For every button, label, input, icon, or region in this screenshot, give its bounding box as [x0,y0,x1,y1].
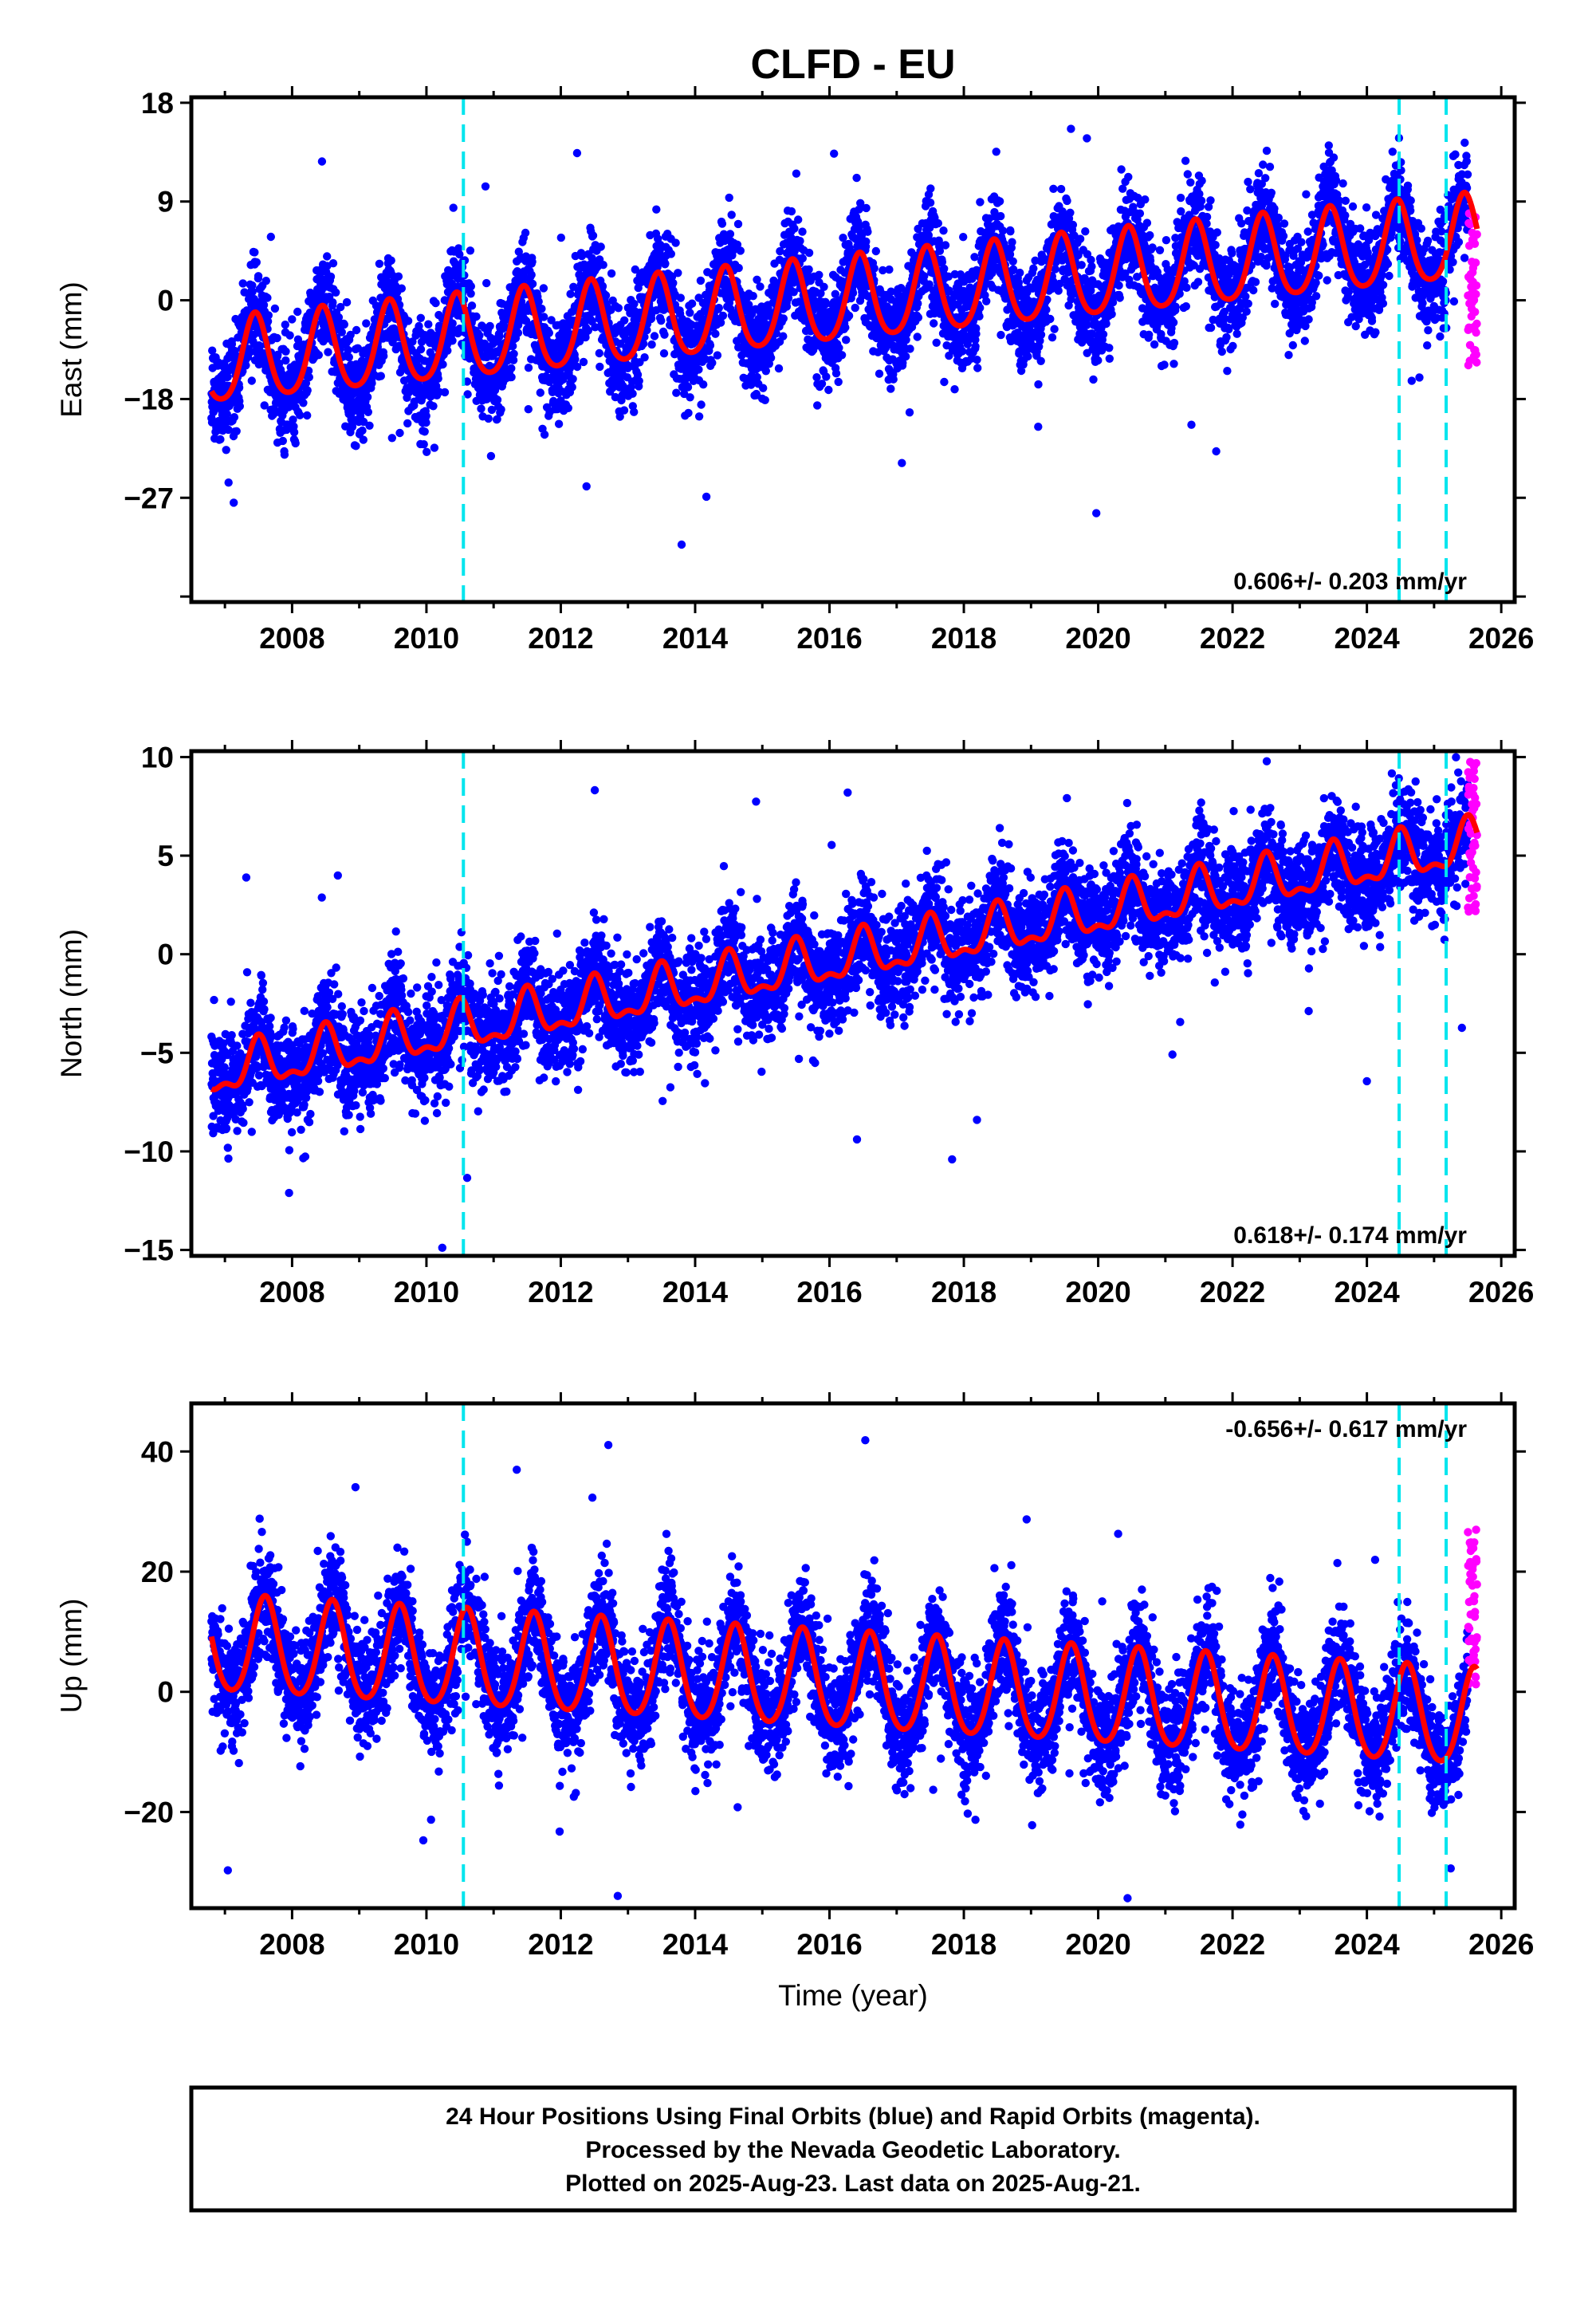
y-tick-label: 20 [141,1556,174,1588]
y-tick-label: −18 [124,383,174,415]
y-axis-label: North (mm) [55,929,88,1078]
panel-north: 2008 2010 2012 2014 2016 2018 2020 2022 2024 2026… [55,659,1534,1309]
velocity-label: -0.656+/- 0.617 mm/yr [1225,1416,1467,1442]
panel-frame [191,97,1515,602]
chart-title: CLFD - EU [750,41,955,88]
x-tick-label: 2026 [1468,622,1534,655]
x-tick-label: 2022 [1200,622,1265,655]
y-axis-label: East (mm) [55,281,88,418]
y-tick-label: −10 [124,1135,174,1168]
y-tick-label: 0 [157,285,174,317]
y-tick-label: 0 [157,939,174,971]
x-tick-label: 2026 [1468,1928,1534,1961]
x-tick-label: 2014 [662,1928,729,1961]
panel-up: 2008 2010 2012 2014 2016 2018 2020 2022 2024 2026… [55,1392,1534,1961]
panel-east: 2008 2010 2012 2014 2016 2018 2020 2022 2024 2026… [55,50,1534,655]
y-tick-label: 0 [157,1676,174,1709]
y-tick-label: 9 [157,186,174,218]
x-tick-label: 2020 [1065,1276,1130,1309]
x-tick-label: 2010 [394,622,459,655]
y-tick-label: 5 [157,840,174,872]
caption-box: 24 Hour Positions Using Final Orbits (bl… [191,2088,1515,2210]
x-tick-label: 2024 [1334,1928,1400,1961]
plot-area [207,1403,1481,1936]
x-tick-label: 2012 [528,622,593,655]
x-tick-label: 2022 [1200,1276,1265,1309]
y-tick-label: 18 [141,87,174,120]
x-tick-label: 2024 [1334,622,1400,655]
x-tick-label: 2026 [1468,1276,1534,1309]
caption-line-1: 24 Hour Positions Using Final Orbits (bl… [446,2104,1260,2130]
y-tick-label: −5 [140,1037,174,1069]
x-axis-label: Time (year) [778,1979,928,2012]
y-tick-label: −27 [124,482,174,514]
x-tick-label: 2008 [259,1928,324,1961]
x-tick-label: 2010 [394,1928,459,1961]
x-tick-label: 2008 [259,1276,324,1309]
y-tick-label: −20 [124,1796,174,1828]
x-tick-label: 2018 [931,1928,997,1961]
x-tick-label: 2016 [796,622,862,655]
x-tick-label: 2012 [528,1928,593,1961]
caption-line-3: Plotted on 2025-Aug-23. Last data on 202… [565,2170,1141,2197]
panels: 2008 2010 2012 2014 2016 2018 2020 2022 2024 2026… [55,50,1534,1961]
x-tick-label: 2018 [931,1276,997,1309]
x-tick-label: 2010 [394,1276,459,1309]
x-tick-label: 2016 [796,1276,862,1309]
x-tick-label: 2008 [259,622,324,655]
x-tick-label: 2024 [1334,1276,1400,1309]
x-tick-label: 2014 [662,1276,729,1309]
plot-area [207,50,1481,602]
caption-line-2: Processed by the Nevada Geodetic Laborat… [585,2137,1120,2163]
y-tick-label: 10 [141,741,174,773]
x-tick-label: 2016 [796,1928,862,1961]
velocity-label: 0.618+/- 0.174 mm/yr [1233,1222,1467,1249]
x-tick-label: 2014 [662,622,729,655]
x-tick-label: 2022 [1200,1928,1265,1961]
x-tick-label: 2018 [931,622,997,655]
final-orbit-points [207,50,1472,549]
y-axis-label: Up (mm) [55,1599,88,1714]
velocity-label: 0.606+/- 0.203 mm/yr [1233,569,1467,595]
y-tick-label: 40 [141,1435,174,1468]
x-tick-label: 2020 [1065,622,1130,655]
x-tick-label: 2012 [528,1276,593,1309]
y-tick-label: −15 [124,1234,174,1267]
x-tick-label: 2020 [1065,1928,1130,1961]
